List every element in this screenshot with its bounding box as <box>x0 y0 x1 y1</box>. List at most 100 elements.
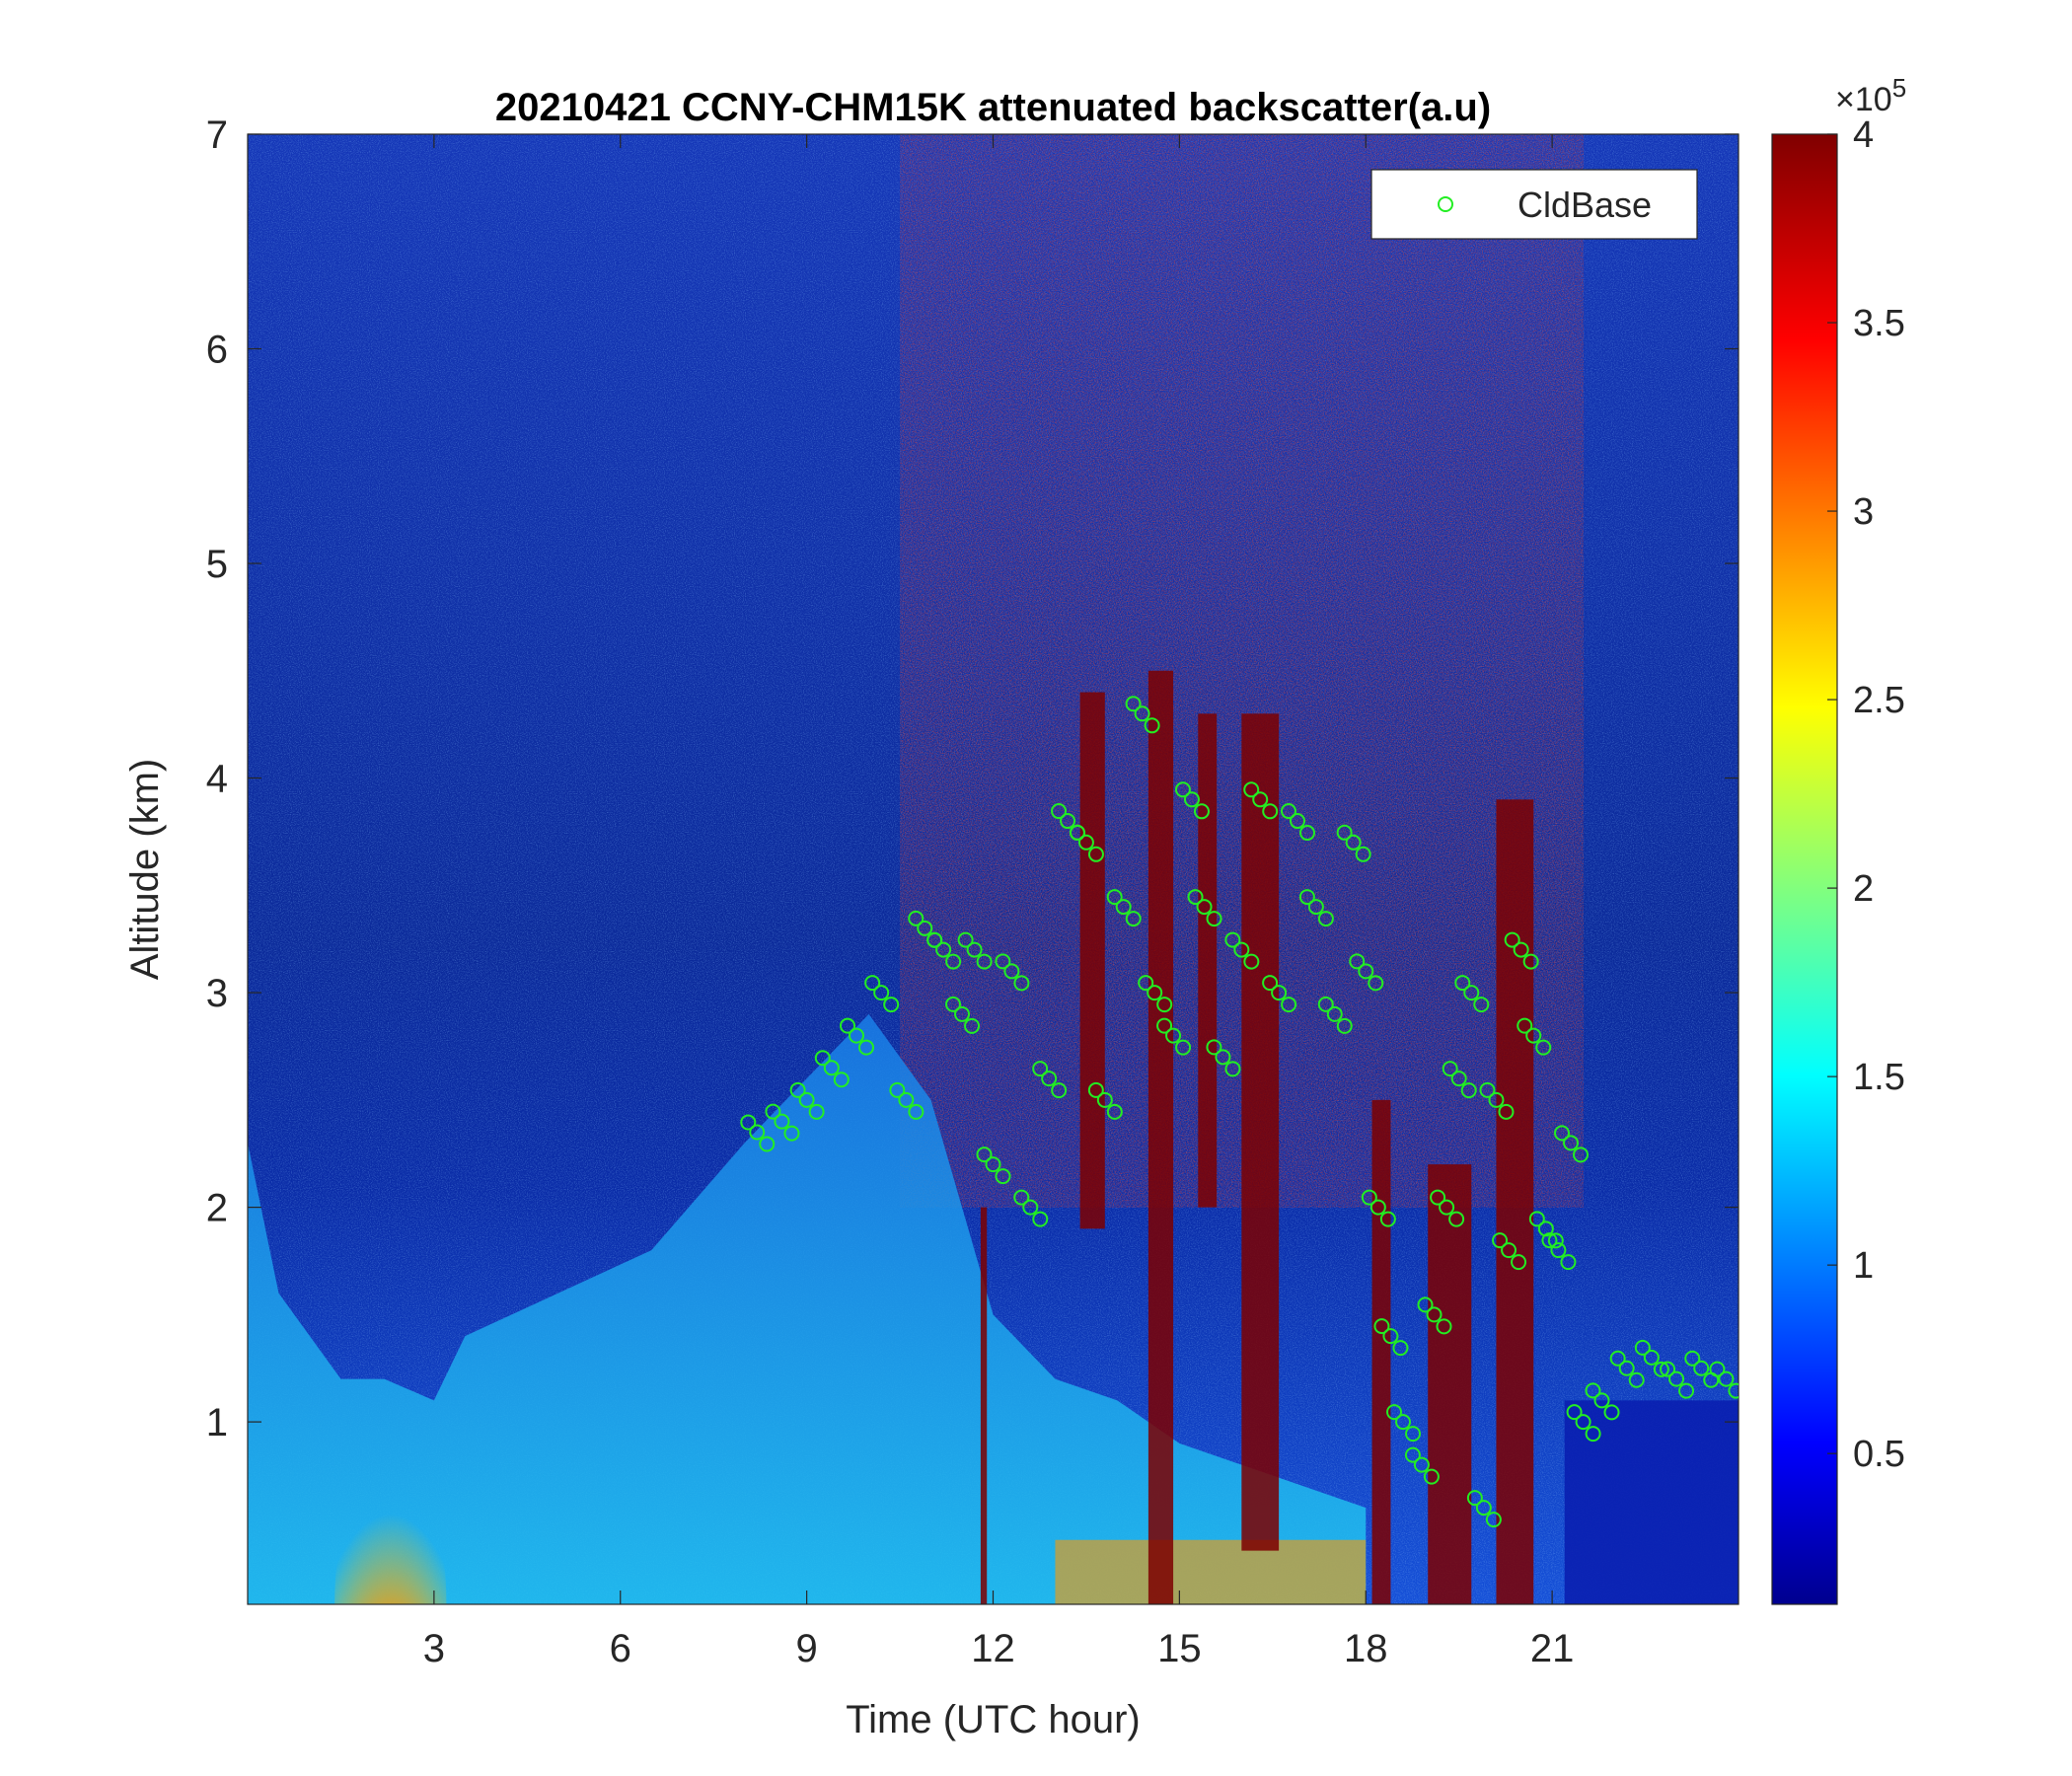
cldbase-point <box>908 1103 925 1120</box>
cldbase-point <box>1022 1199 1039 1216</box>
cldbase-point <box>1077 834 1094 851</box>
cldbase-point <box>1678 1382 1695 1399</box>
cldbase-point <box>1336 1017 1353 1034</box>
heatmap-cloud-column-3 <box>1241 713 1280 1551</box>
cldbase-point <box>1317 996 1334 1012</box>
cldbase-point <box>1361 1189 1377 1206</box>
colorbar: 0.5 1 1.5 2 2.5 3 3.5 4 ×105 <box>1771 73 1906 1605</box>
cldbase-point <box>749 1124 766 1141</box>
cldbase-point <box>1653 1361 1669 1377</box>
heatmap-cloud-column-2 <box>1198 713 1218 1208</box>
colorbar-tick-label: 1 <box>1853 1245 1874 1287</box>
cldbase-series <box>740 696 1739 1528</box>
heatmap-hot-spot <box>334 1453 447 1604</box>
cldbase-point <box>1413 1456 1430 1473</box>
x-axis-label: Time (UTC hour) <box>846 1698 1141 1741</box>
cldbase-point <box>966 941 983 958</box>
cldbase-point <box>774 1113 790 1130</box>
cldbase-point <box>1003 963 1020 980</box>
colorbar-ticks: 0.5 1 1.5 2 2.5 3 3.5 4 <box>1827 114 1905 1475</box>
cldbase-point <box>1262 975 1279 992</box>
cldbase-point <box>1547 1232 1564 1249</box>
cldbase-point <box>1501 1242 1517 1259</box>
cldbase-point <box>883 997 900 1013</box>
cldbase-point <box>985 1156 1001 1173</box>
cldbase-point <box>1051 1082 1068 1099</box>
cldbase-point <box>1156 1017 1173 1034</box>
cldbase-point <box>1369 1199 1386 1216</box>
cldbase-point <box>740 1114 757 1131</box>
cldbase-point <box>857 1039 874 1056</box>
cldbase-point <box>823 1060 840 1076</box>
cldbase-point <box>1585 1382 1601 1399</box>
cldbase-point <box>1603 1404 1620 1421</box>
cldbase-point <box>1660 1361 1676 1377</box>
colorbar-tick-label: 1.5 <box>1853 1057 1905 1098</box>
x-tick-label: 3 <box>423 1627 445 1670</box>
cldbase-point <box>1618 1360 1635 1376</box>
colorbar-tick-label: 3.5 <box>1853 303 1905 344</box>
cldbase-point <box>1728 1382 1739 1399</box>
cldbase-point <box>1485 1512 1502 1528</box>
cldbase-point <box>995 953 1011 970</box>
cldbase-point <box>1041 1071 1058 1087</box>
cldbase-point <box>1504 931 1520 948</box>
legend-marker-cldbase <box>1438 196 1453 212</box>
cldbase-point <box>1224 931 1241 948</box>
cldbase-point <box>1442 1061 1458 1077</box>
cldbase-point <box>889 1081 906 1098</box>
cldbase-point <box>1492 1232 1509 1249</box>
colorbar-tick-label: 2.5 <box>1853 680 1905 721</box>
cldbase-point <box>848 1027 864 1044</box>
cldbase-point <box>1628 1371 1645 1388</box>
cldbase-point <box>1069 824 1085 841</box>
colorbar-exponent-base: ×10 <box>1835 81 1892 118</box>
cldbase-point <box>1575 1414 1591 1431</box>
cldbase-point <box>1183 791 1200 808</box>
y-tick-label: 4 <box>206 758 228 801</box>
x-tick-label: 9 <box>796 1627 818 1670</box>
cldbase-point <box>1693 1360 1710 1376</box>
cldbase-point <box>1436 1318 1452 1335</box>
heatmap-cloud-column-6 <box>1496 799 1534 1604</box>
y-tick-label: 3 <box>206 972 228 1015</box>
colorbar-tick-label: 2 <box>1853 868 1874 910</box>
legend: CldBase <box>1370 169 1698 240</box>
chart-title: 20210421 CCNY-CHM15K attenuated backscat… <box>495 86 1491 129</box>
cldbase-point <box>1522 953 1539 970</box>
cldbase-point <box>1528 1211 1545 1227</box>
cldbase-point <box>1560 1254 1577 1271</box>
cldbase-point <box>1174 781 1191 798</box>
cldbase-point <box>1554 1125 1571 1142</box>
heatmap-evening-layer <box>1564 1400 1739 1604</box>
cldbase-point <box>1593 1392 1610 1409</box>
cldbase-point <box>765 1103 781 1120</box>
x-tick-label: 15 <box>1157 1627 1202 1670</box>
cldbase-point <box>1281 997 1297 1013</box>
heatmap-cloud-column-1 <box>1147 670 1174 1604</box>
cldbase-point <box>1426 1306 1443 1323</box>
cldbase-point <box>1013 1189 1030 1206</box>
cldbase-point <box>1417 1296 1434 1313</box>
cldbase-point <box>1175 1039 1192 1056</box>
cldbase-point <box>1609 1350 1626 1367</box>
cldbase-point <box>789 1081 806 1098</box>
colorbar-tick-label: 4 <box>1853 114 1874 156</box>
cldbase-point <box>1345 834 1362 851</box>
cldbase-point <box>808 1103 825 1120</box>
cldbase-point <box>945 953 962 970</box>
colorbar-exponent: ×105 <box>1835 73 1906 118</box>
legend-label-cldbase: CldBase <box>1517 185 1652 225</box>
cldbase-point <box>783 1125 800 1142</box>
cldbase-point <box>1448 1211 1465 1227</box>
cldbase-point <box>935 941 952 958</box>
y-tick-label: 2 <box>206 1187 228 1230</box>
cldbase-point <box>1096 1091 1113 1108</box>
x-tick-label: 12 <box>971 1627 1015 1670</box>
x-tick-label: 6 <box>610 1627 631 1670</box>
cldbase-point <box>1541 1232 1558 1249</box>
cldbase-point <box>917 920 933 936</box>
cldbase-point <box>1271 985 1288 1001</box>
cldbase-point <box>1668 1370 1685 1387</box>
